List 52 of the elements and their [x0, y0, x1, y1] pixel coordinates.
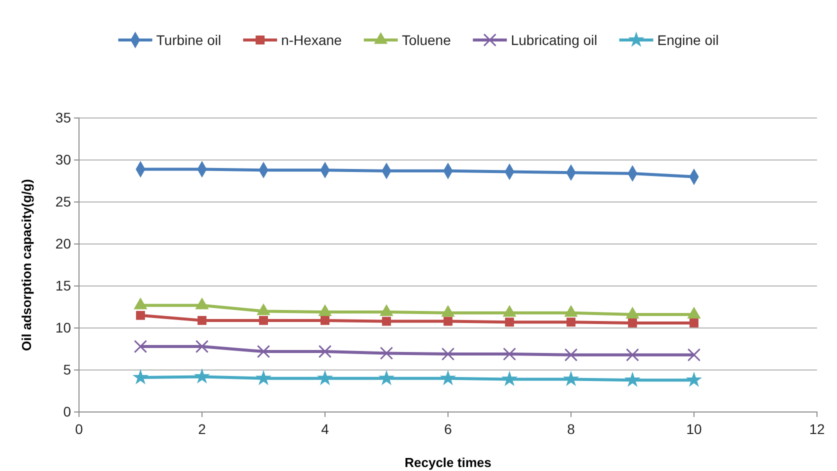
- x-tick-label: 12: [809, 421, 825, 437]
- point: [562, 370, 580, 386]
- point: [132, 369, 149, 384]
- point: [687, 348, 701, 362]
- point: [316, 370, 334, 386]
- y-tick-label: 25: [55, 193, 72, 210]
- legend-label: n-Hexane: [281, 32, 342, 48]
- x-tick-label: 2: [198, 421, 206, 437]
- x-tick-label: 10: [686, 421, 702, 437]
- point: [194, 368, 210, 384]
- legend-label: Engine oil: [657, 32, 719, 48]
- point: [134, 340, 148, 354]
- y-tick-label: 0: [63, 403, 72, 420]
- point: [686, 372, 702, 387]
- point: [505, 318, 514, 327]
- point: [382, 316, 391, 326]
- point: [320, 316, 330, 325]
- y-tick-label: 5: [63, 361, 72, 378]
- y-tick-label: 10: [55, 319, 72, 336]
- x-tick-label: 4: [321, 421, 330, 437]
- legend-label: Lubricating oil: [510, 32, 598, 48]
- point: [380, 346, 394, 360]
- y-axis-title: Oil adsorption capacity(g/g): [19, 179, 34, 351]
- point: [256, 344, 270, 358]
- point: [378, 370, 395, 386]
- legend-label: Toluene: [402, 32, 452, 48]
- point: [318, 344, 332, 358]
- legend-label: Turbine oil: [156, 32, 222, 48]
- x-tick-label: 8: [567, 421, 576, 437]
- point: [444, 316, 452, 326]
- point: [690, 318, 698, 328]
- point: [626, 348, 640, 362]
- point: [624, 372, 641, 387]
- point: [441, 347, 455, 361]
- point: [259, 316, 268, 325]
- y-tick-label: 20: [55, 235, 72, 252]
- point: [136, 310, 145, 320]
- point: [255, 370, 272, 386]
- x-axis-title: Recycle times: [404, 455, 492, 470]
- y-tick-label: 35: [55, 109, 72, 126]
- point: [564, 348, 578, 362]
- x-tick-label: 0: [75, 421, 84, 437]
- point: [198, 316, 206, 325]
- x-tick-label: 6: [444, 421, 452, 437]
- y-tick-label: 30: [55, 151, 72, 168]
- point: [502, 347, 516, 361]
- point: [195, 340, 209, 354]
- point: [440, 370, 456, 386]
- point: [628, 318, 637, 328]
- point: [501, 370, 518, 386]
- y-tick-label: 15: [55, 277, 72, 294]
- point: [566, 318, 576, 327]
